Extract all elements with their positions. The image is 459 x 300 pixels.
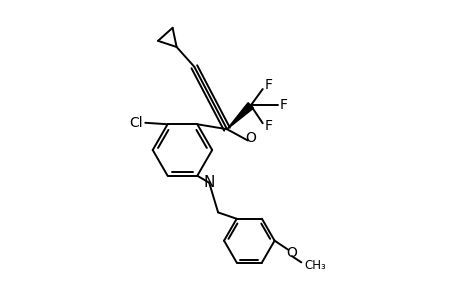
Text: CH₃: CH₃	[304, 259, 325, 272]
Text: Cl: Cl	[129, 116, 142, 130]
Text: O: O	[245, 131, 256, 145]
Text: F: F	[264, 119, 272, 133]
Text: O: O	[286, 246, 297, 260]
Polygon shape	[227, 103, 253, 129]
Text: N: N	[203, 175, 214, 190]
Text: F: F	[279, 98, 287, 112]
Text: F: F	[264, 78, 272, 92]
